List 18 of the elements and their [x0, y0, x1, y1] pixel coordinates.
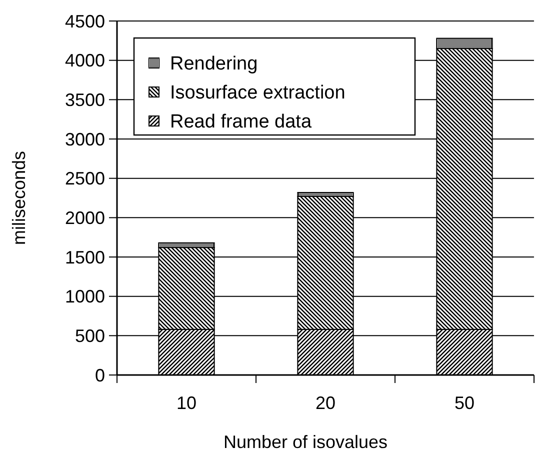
y-tick-label: 2500	[64, 168, 105, 189]
y-tick-label: 4000	[64, 50, 105, 71]
x-tick-label: 50	[454, 393, 475, 413]
x-axis-title: Number of isovalues	[223, 432, 388, 452]
y-tick-label: 500	[74, 326, 105, 346]
legend-label: Rendering	[170, 54, 258, 75]
y-tick-label: 4500	[64, 11, 105, 32]
y-axis-title: miliseconds	[9, 150, 29, 246]
x-tick-label: 10	[176, 393, 197, 413]
y-tick-label: 3000	[64, 129, 105, 150]
legend-label: Isosurface extraction	[170, 82, 346, 104]
y-tick-label: 3500	[64, 90, 105, 110]
y-tick-label: 1500	[64, 247, 105, 268]
y-tick-label: 2000	[64, 208, 105, 228]
legend-label: Read frame data	[170, 112, 312, 133]
y-tick-label: 1000	[64, 286, 105, 307]
x-tick-label: 20	[315, 393, 336, 413]
y-tick-label: 0	[94, 365, 105, 386]
